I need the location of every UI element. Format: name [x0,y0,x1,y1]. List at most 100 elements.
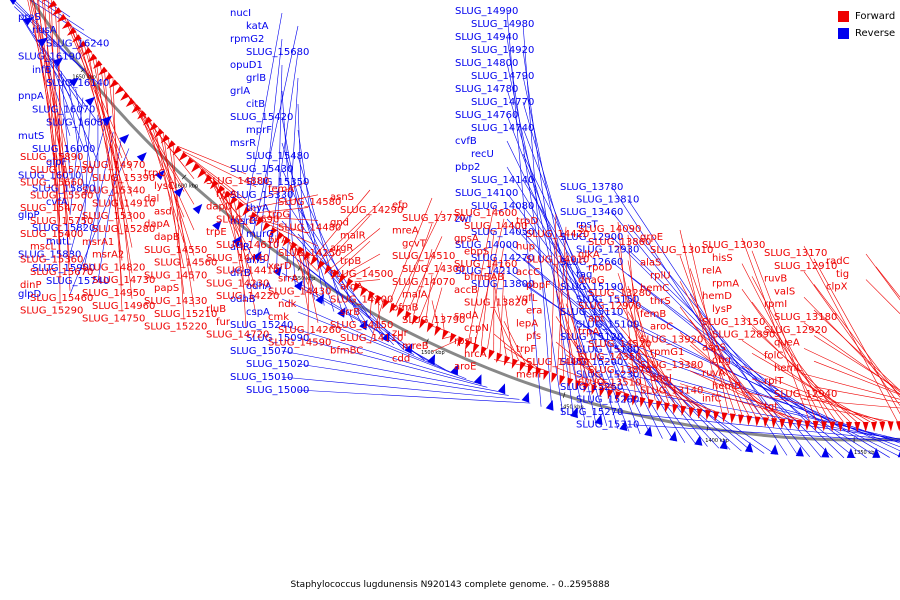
reverse-gene-feature [252,251,262,262]
reverse-gene-label-slug-14000: SLUG_14000 [455,240,518,251]
forward-gene-label-slug-14600: SLUG_14600 [454,208,517,219]
reverse-gene-label-slug-15900: SLUG_15900 [32,263,95,274]
reverse-gene-label-slug-16140: SLUG_16140 [46,78,109,89]
reverse-gene-feature [9,0,17,5]
reverse-gene-label-slug-15200: SLUG_15200 [560,357,623,368]
forward-gene-label-vals: valS [774,286,795,297]
reverse-gene-feature [545,400,554,411]
forward-gene-label-slug-14410: SLUG_14410 [216,266,279,277]
forward-callout-line [689,242,729,414]
forward-gene-feature [721,412,728,423]
reverse-gene-label-rpst: rpsT [576,220,599,231]
forward-gene-feature [396,306,405,318]
forward-gene-feature [419,318,427,329]
forward-gene-label-trpg: trpG [268,210,290,221]
forward-callout-line [44,0,61,253]
reverse-gene-label-slug-14270: SLUG_14270 [471,253,534,264]
tick-label: 1650 kbp [72,75,96,81]
forward-callout-line [401,223,433,309]
forward-gene-label-slug-13030: SLUG_13030 [702,240,765,251]
forward-gene-feature [496,352,503,363]
reverse-callout-line [627,324,900,452]
forward-gene-label-era: era [526,306,542,317]
reverse-gene-label-opud1: opuD1 [230,60,263,71]
forward-callout-line [254,207,309,214]
forward-gene-label-clpx: clpX [826,282,848,293]
reverse-callout-line [506,244,742,452]
reverse-gene-feature [795,446,804,457]
forward-gene-label-alas: alaS [640,258,661,269]
reverse-gene-feature [821,447,830,458]
forward-callout-line [555,290,590,385]
forward-gene-feature [262,221,271,232]
reverse-gene-label-slug-15230: SLUG_15230 [576,370,639,381]
reverse-callout-line [522,257,754,453]
forward-callout-line [493,308,520,362]
reverse-gene-label-slug-16000: SLUG_16000 [32,144,95,155]
reverse-callout-line [29,0,99,44]
reverse-callout-line [297,129,325,306]
forward-gene-label-slug-14560: SLUG_14560 [154,258,217,269]
forward-gene-label-slug-14350: SLUG_14350 [578,352,641,363]
forward-gene-label-dal: dal [144,194,159,205]
reverse-gene-label-slug-15250: SLUG_15250 [560,382,623,393]
forward-gene-label-slug-13380: SLUG_13380 [640,360,703,371]
forward-gene-label-slug-12940: SLUG_12940 [774,389,837,400]
forward-gene-label-quea: queA [774,338,800,349]
reverse-callout-line [627,374,900,440]
forward-gene-label-asns: asnS [330,192,354,203]
forward-gene-feature [209,179,219,190]
forward-gene-feature [441,329,449,340]
forward-callout-line [555,265,577,381]
forward-gene-feature [846,421,852,432]
forward-gene-label-slug-14590: SLUG_14590 [268,338,331,349]
gene-features [9,0,900,458]
forward-gene-label-dinp: dinP [20,280,42,291]
forward-gene-feature [754,416,761,427]
forward-gene-label-mrea: mreA [392,226,419,237]
forward-gene-label-apt: apt [588,314,604,325]
forward-gene-label-slug-14510: SLUG_14510 [392,251,455,262]
tick-label: 1450 kbp [560,405,584,411]
reverse-callout-line [611,361,900,442]
reverse-gene-label-muts: mutS [18,131,44,142]
reverse-callout-line [522,153,663,439]
reverse-gene-feature [22,16,34,26]
forward-callout-line [617,298,676,405]
reverse-gene-label-slug-12900: SLUG_12900 [560,232,623,243]
reverse-callout-line [522,75,597,424]
forward-callout-line [314,189,371,257]
reverse-gene-feature [719,438,728,450]
forward-gene-feature [235,201,245,211]
forward-callout-line [741,314,851,423]
forward-gene-feature [705,409,712,421]
forward-gene-label-lysp: lysP [712,304,732,315]
forward-callout-line [286,237,309,285]
forward-gene-feature [895,421,900,432]
reverse-gene-label-slug-15010: SLUG_15010 [230,372,293,383]
forward-gene-label-slug-15290: SLUG_15290 [20,306,83,317]
forward-callout-line [627,285,669,404]
forward-gene-feature [148,122,159,132]
forward-callout-line [689,370,797,421]
forward-gene-label-slug-14230: SLUG_14230 [206,278,269,289]
forward-callout-line [480,231,495,347]
reverse-callout-line [297,389,531,404]
reverse-gene-feature [212,220,222,231]
reverse-gene-feature [315,293,325,305]
forward-gene-label-slug-15210: SLUG_15210 [154,309,217,320]
forward-callout-line [158,127,195,282]
forward-callout-line [617,273,663,402]
forward-gene-feature [871,421,877,432]
forward-callout-line [751,378,884,422]
forward-callout-line [751,352,871,423]
tick-label: 1600 kbp [175,183,199,189]
reverse-gene-label-cvfa: cvfA [46,197,68,208]
reverse-gene-label-slug-15310: SLUG_15310 [576,420,639,431]
forward-gene-label-mala: malA [402,290,428,301]
forward-callout-line [91,51,133,248]
forward-callout-line [803,373,900,400]
forward-callout-line [617,375,716,412]
forward-gene-feature [142,116,153,126]
